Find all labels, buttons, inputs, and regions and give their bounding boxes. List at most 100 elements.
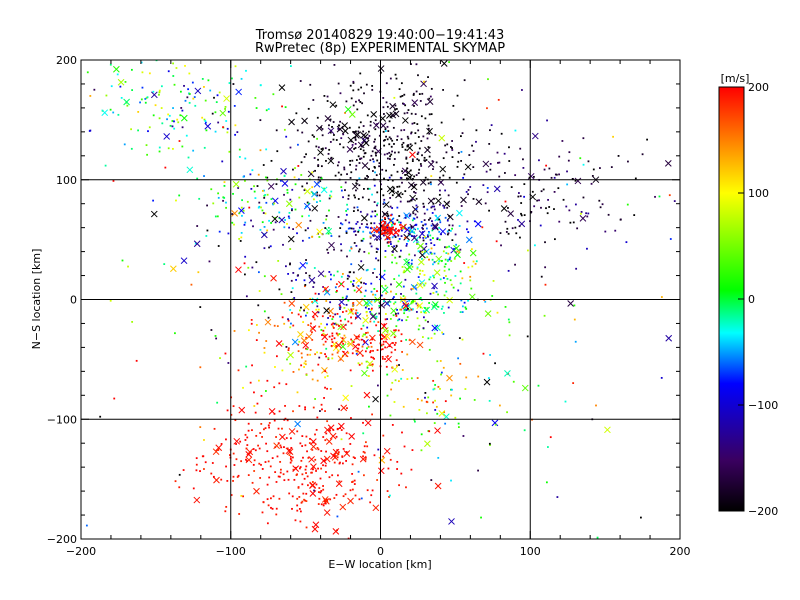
data-point-dot	[346, 255, 348, 258]
data-point-dot	[263, 196, 266, 199]
data-point-dot	[158, 93, 160, 96]
data-point-dot	[148, 126, 151, 129]
data-point-dot	[226, 480, 229, 482]
data-point-dot	[617, 155, 620, 157]
data-point-dot	[396, 206, 399, 209]
data-point-dot	[374, 171, 376, 174]
data-point-dot	[386, 105, 389, 108]
data-point-dot	[199, 366, 202, 369]
data-point-dot	[427, 337, 430, 340]
data-point-x	[285, 200, 293, 208]
data-point-dot	[289, 461, 292, 464]
data-point-dot	[285, 265, 287, 268]
data-point-dot	[311, 449, 314, 451]
data-point-x	[521, 384, 529, 392]
data-point-dot	[497, 161, 499, 164]
data-point-dot	[312, 406, 315, 409]
data-point-x	[408, 227, 416, 235]
data-point-dot	[256, 185, 259, 187]
data-point-dot	[332, 138, 335, 141]
data-point-dot	[375, 174, 378, 177]
data-point-dot	[202, 455, 205, 458]
data-point-dot	[251, 364, 253, 367]
data-point-dot	[172, 107, 174, 109]
data-point-dot	[414, 142, 417, 145]
data-point-x	[308, 276, 316, 284]
data-point-dot	[152, 90, 155, 93]
data-point-dot	[350, 385, 353, 387]
data-point-dot	[382, 224, 385, 226]
data-point-dot	[141, 86, 144, 89]
data-point-dot	[369, 227, 372, 230]
data-point-dot	[368, 405, 370, 408]
data-point-dot	[382, 455, 385, 458]
data-point-dot	[432, 168, 434, 170]
data-point-x	[324, 426, 331, 434]
data-point-x	[253, 487, 260, 495]
data-point-dot	[544, 283, 547, 286]
data-point-dot	[464, 388, 467, 390]
data-point-dot	[281, 316, 284, 319]
data-point-dot	[419, 236, 421, 239]
data-point-dot	[206, 204, 208, 207]
data-point-dot	[320, 177, 323, 180]
data-point-dot	[130, 68, 133, 71]
data-point-dot	[371, 193, 373, 196]
data-point-dot	[413, 254, 416, 257]
data-point-dot	[188, 101, 191, 104]
data-point-dot	[385, 101, 388, 104]
data-point-dot	[467, 189, 470, 191]
data-point-dot	[318, 194, 321, 197]
data-point-dot	[258, 290, 261, 292]
data-point-dot	[296, 497, 299, 500]
data-point-dot	[370, 356, 373, 359]
data-point-dot	[330, 235, 333, 237]
data-point-x	[404, 266, 411, 273]
data-point-dot	[278, 475, 281, 478]
data-point-x	[311, 297, 319, 305]
data-point-dot	[266, 483, 269, 486]
data-point-dot	[414, 132, 417, 134]
data-point-dot	[344, 493, 347, 496]
data-point-dot	[275, 129, 278, 132]
data-point-dot	[466, 228, 468, 231]
data-point-dot	[361, 239, 364, 242]
data-point-dot	[117, 113, 120, 116]
data-point-dot	[416, 158, 419, 161]
data-point-dot	[442, 174, 445, 177]
data-point-dot	[259, 84, 262, 87]
data-point-dot	[461, 311, 464, 313]
data-point-dot	[311, 331, 313, 334]
data-point-dot	[392, 126, 395, 129]
data-point-dot	[350, 417, 352, 419]
data-point-dot	[370, 215, 373, 218]
data-point-dot	[421, 251, 424, 253]
data-point-dot	[459, 248, 462, 251]
data-point-x	[362, 139, 370, 147]
data-point-dot	[93, 88, 96, 91]
data-point-x	[377, 65, 385, 72]
data-point-dot	[370, 232, 373, 235]
data-point-dot	[247, 422, 250, 425]
data-point-dot	[289, 326, 292, 329]
data-point-dot	[323, 459, 326, 462]
data-point-dot	[267, 504, 270, 507]
data-point-dot	[306, 262, 308, 265]
data-point-dot	[454, 233, 457, 236]
data-point-dot	[305, 374, 308, 376]
data-point-dot	[314, 353, 317, 356]
data-point-dot	[272, 93, 275, 96]
data-point-dot	[546, 212, 549, 215]
data-point-dot	[545, 481, 548, 484]
data-point-dot	[119, 85, 122, 88]
data-point-dot	[329, 194, 331, 197]
data-point-dot	[410, 377, 413, 380]
data-point-x	[336, 125, 344, 133]
data-point-dot	[266, 176, 269, 179]
data-point-dot	[575, 267, 578, 270]
data-point-dot	[182, 469, 185, 471]
data-point-dot	[263, 247, 266, 250]
data-point-dot	[382, 343, 385, 346]
data-point-dot	[223, 181, 226, 184]
data-point-dot	[366, 489, 369, 492]
